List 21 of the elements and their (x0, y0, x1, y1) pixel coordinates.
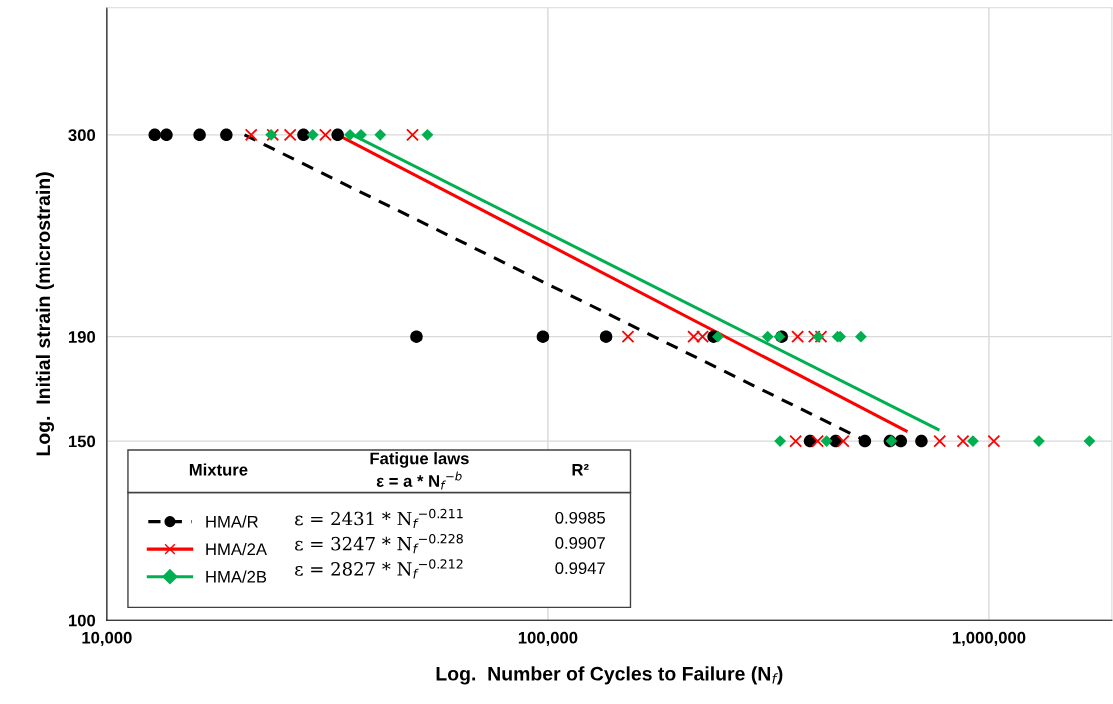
legend-label: HMA/2A (206, 542, 267, 556)
legend-label: HMA/R (206, 515, 258, 528)
x-tick-label: 1,000,000 (952, 631, 1026, 646)
y-axis-title: Log. Initial strain (microstrain) (35, 172, 55, 456)
y-tick-label: 300 (68, 129, 96, 142)
annotation: Mixture (189, 463, 248, 476)
annotation: 0.9947 (555, 562, 605, 575)
legend-label: HMA/2B (206, 570, 267, 583)
annotation: ε = 2431 * N$_{f}$$^{−0.211}$ (295, 508, 463, 529)
annotation: ε = 2827 * N$_{f}$$^{−0.212}$ (295, 559, 463, 579)
annotation: 0.9907 (555, 537, 605, 549)
x-tick-label: 10,000 (82, 631, 132, 646)
annotation: R² (572, 463, 589, 476)
y-tick-label: 100 (68, 614, 96, 627)
y-tick-label: 150 (68, 435, 96, 448)
y-tick-label: 190 (68, 331, 96, 343)
annotation: Fatigue laws ε = a * N$_{f}$$^{−b}$ (370, 452, 469, 490)
x-tick-label: 100,000 (518, 631, 578, 646)
x-axis-title: Log. Number of Cycles to Failure (N$_{f}$) (436, 666, 783, 685)
annotation: 0.9985 (555, 511, 606, 524)
annotation: ε = 3247 * N$_{f}$$^{−0.228}$ (295, 533, 463, 554)
